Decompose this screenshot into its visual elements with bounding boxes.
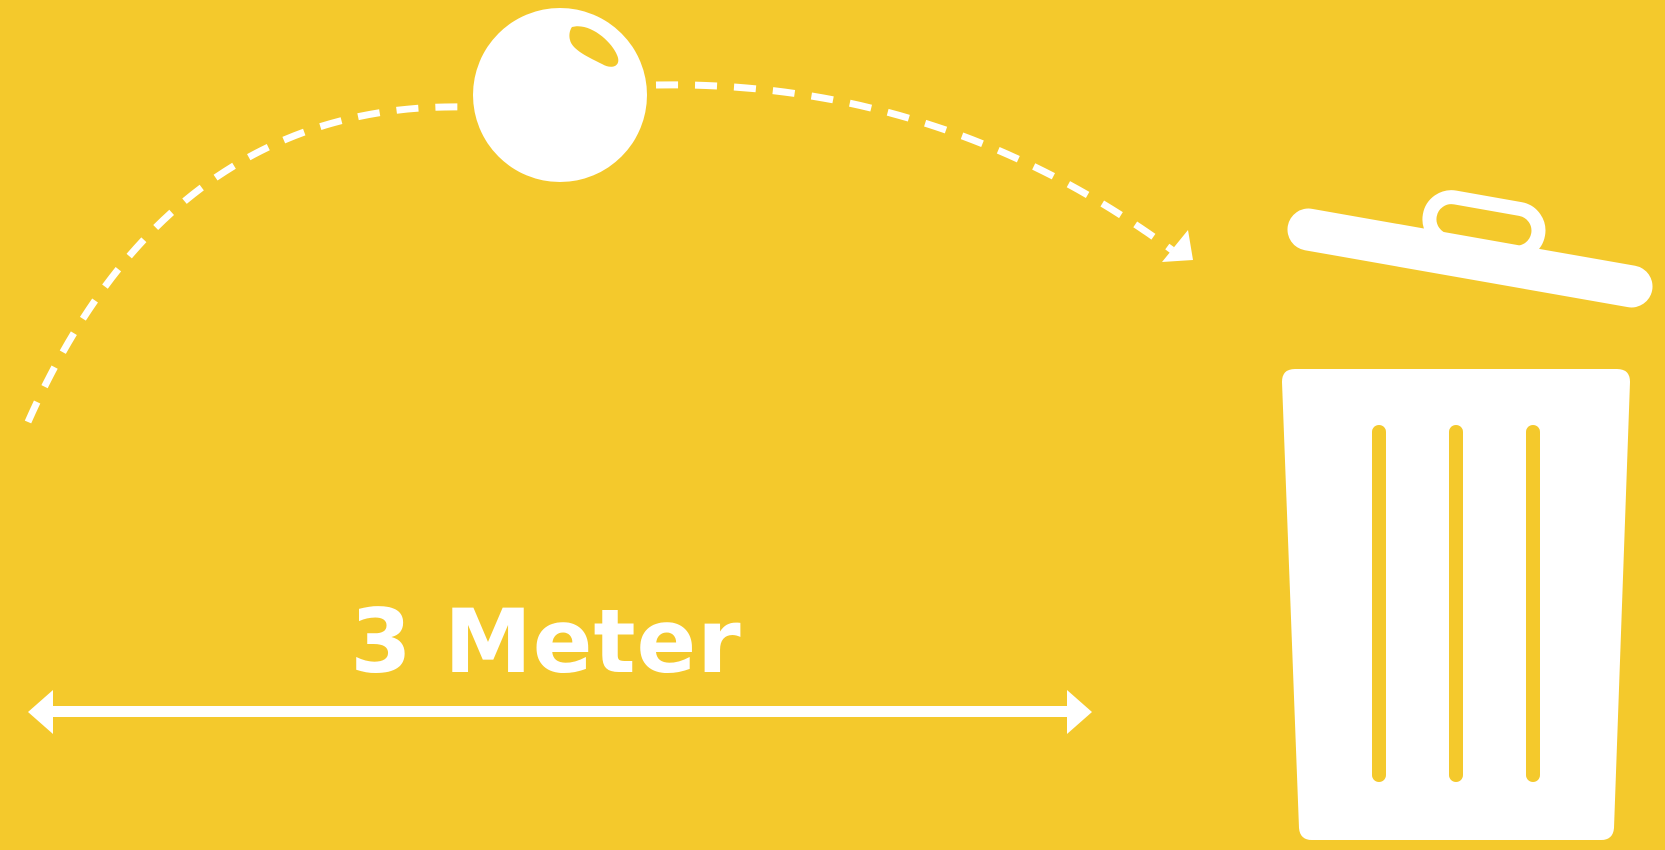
trajectory-right (655, 81, 1175, 253)
trash-can-icon (1282, 369, 1630, 840)
arrow-right-head-icon (1067, 690, 1092, 734)
trash-can-slot (1372, 425, 1386, 782)
trash-lid-icon (1287, 190, 1653, 308)
arrow-left-head-icon (28, 690, 53, 734)
trash-can-slot (1526, 425, 1540, 782)
distance-arrow (28, 690, 1092, 734)
ball-icon (473, 8, 647, 182)
arrow-head-icon (1162, 230, 1193, 262)
distance-label: 3 Meter (350, 590, 741, 693)
trash-can-slot (1449, 425, 1463, 782)
trajectory-left (24, 103, 469, 424)
